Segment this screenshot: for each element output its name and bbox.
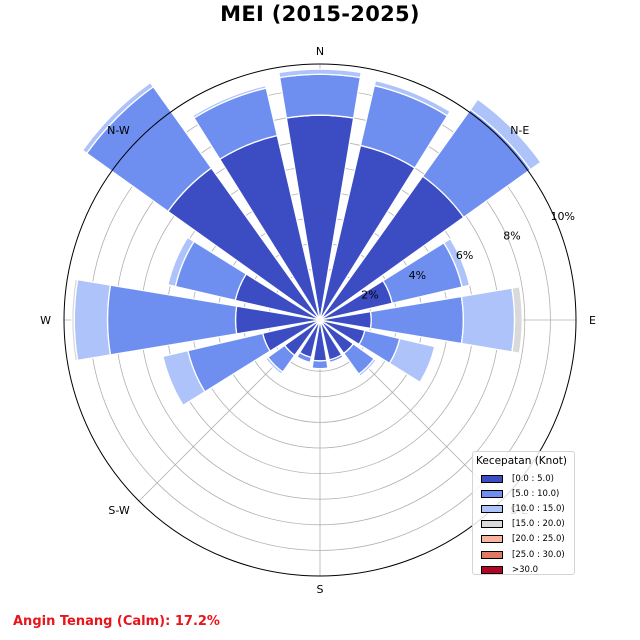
- legend-swatch: [481, 565, 503, 574]
- bar-n-w-series-2: [81, 81, 155, 155]
- direction-label: S-W: [108, 504, 130, 517]
- legend-item: [0.0 : 5.0): [473, 471, 574, 486]
- legend-label: [15.0 : 20.0): [512, 519, 565, 530]
- direction-label: N-W: [107, 124, 130, 137]
- chart-title: MEI (2015-2025): [220, 2, 420, 26]
- bar-w-series-3: [71, 278, 79, 362]
- legend-item: [25.0 : 30.0): [473, 547, 574, 562]
- radial-tick-label: 10%: [551, 210, 575, 223]
- direction-label: N: [316, 45, 324, 58]
- legend-item: [15.0 : 20.0): [473, 517, 574, 532]
- legend-item: [5.0 : 10.0): [473, 486, 574, 501]
- outer-ring: [63, 63, 577, 577]
- legend-label: [20.0 : 25.0): [512, 534, 565, 545]
- legend-item: >30.0: [473, 562, 574, 577]
- legend-label: [25.0 : 30.0): [512, 549, 565, 560]
- legend-swatch: [481, 535, 503, 544]
- bar-sse-series-1: [328, 353, 344, 364]
- legend-item: [10.0 : 15.0): [473, 501, 574, 516]
- direction-label: N-E: [510, 124, 529, 137]
- radial-tick-label: 6%: [456, 249, 473, 262]
- radial-tick-label: 4%: [409, 269, 426, 282]
- legend-label: [10.0 : 15.0): [512, 503, 565, 514]
- bar-nne-series-2: [373, 79, 451, 117]
- direction-label: S: [317, 583, 324, 596]
- direction-label: W: [40, 314, 51, 327]
- legend-label: >30.0: [512, 564, 539, 575]
- legend: Kecepatan (Knot) [0.0 : 5.0) [5.0 : 10.0)…: [472, 451, 575, 575]
- legend-swatch: [481, 520, 503, 529]
- bar-n-series-1: [278, 73, 362, 119]
- bar-ese-series-2: [388, 337, 436, 384]
- bar-e-series-2: [460, 287, 516, 353]
- calm-note: Angin Tenang (Calm): 17.2%: [13, 614, 220, 629]
- legend-swatch: [481, 504, 503, 513]
- bar-s-series-1: [311, 359, 329, 370]
- radial-tick-label: 2%: [361, 288, 378, 301]
- radial-tick-label: 8%: [503, 230, 520, 243]
- bar-wsw-series-2: [162, 349, 206, 407]
- bar-nnw-series-2: [191, 84, 268, 119]
- bar-e-series-3: [511, 286, 523, 354]
- legend-label: [5.0 : 10.0): [512, 488, 560, 499]
- legend-title: Kecepatan (Knot): [476, 455, 567, 467]
- legend-label: [0.0 : 5.0): [512, 473, 554, 484]
- bar-n-series-2: [278, 68, 362, 79]
- bar-n-e-series-2: [469, 98, 542, 171]
- legend-item: [20.0 : 25.0): [473, 532, 574, 547]
- bar-s-e-series-2: [357, 357, 378, 378]
- bar-wnw-series-2: [167, 236, 195, 288]
- bar-ssw-series-1: [296, 351, 313, 364]
- legend-swatch: [481, 550, 503, 559]
- legend-swatch: [481, 474, 503, 483]
- bar-w-series-2: [73, 278, 112, 362]
- direction-label: E: [589, 314, 596, 327]
- bar-ene-series-2: [442, 237, 471, 288]
- bar-s-w-series-2: [264, 356, 284, 376]
- legend-swatch: [481, 489, 503, 498]
